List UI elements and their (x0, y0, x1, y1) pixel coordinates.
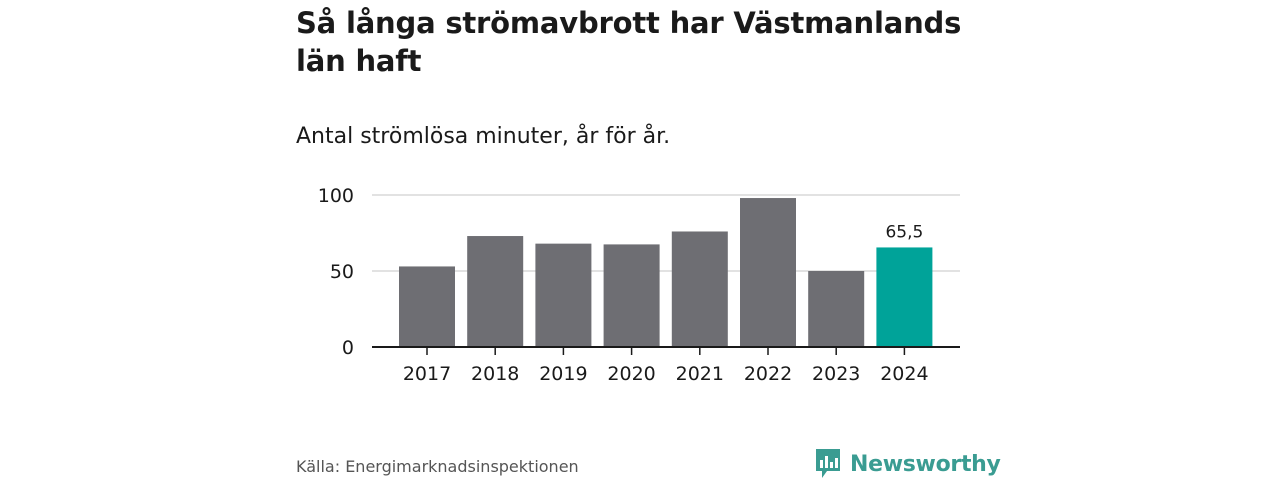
bar-2021 (671, 231, 728, 347)
bar-2019 (535, 243, 592, 347)
x-tick-label-2021: 2021 (676, 363, 724, 385)
bar-2022 (740, 198, 796, 347)
data-labels: 65,5 (885, 222, 923, 242)
x-tick-label-2023: 2023 (812, 363, 860, 385)
bar-2020 (603, 244, 660, 347)
x-tick-label-2024: 2024 (880, 363, 928, 385)
chart-subtitle: Antal strömlösa minuter, år för år. (296, 124, 671, 149)
chart-title: Så långa strömavbrott har Västmanlands l… (296, 6, 962, 78)
brand-name: Newsworthy (850, 451, 1001, 477)
brand-logo: Newsworthy (814, 447, 1001, 481)
gridlines (372, 194, 960, 272)
y-tick-label: 50 (330, 261, 354, 283)
bar-2024 (876, 247, 933, 347)
x-tick-label-2019: 2019 (539, 363, 587, 385)
x-axis-ticks: 2017 2018 2019 2020 2021 2022 2023 2024 (403, 347, 929, 385)
data-label-2024: 65,5 (885, 222, 923, 242)
y-tick-label: 100 (318, 185, 354, 207)
x-tick-label-2018: 2018 (471, 363, 519, 385)
x-tick-label-2020: 2020 (607, 363, 655, 385)
bar-2018 (467, 236, 524, 347)
y-axis-ticks: 0 50 100 (318, 185, 354, 359)
bar-2017 (399, 266, 455, 347)
source-note: Källa: Energimarknadsinspektionen (296, 457, 579, 476)
y-tick-label: 0 (342, 337, 354, 359)
bar-2023 (808, 271, 865, 347)
bar-chart-speech-bubble-icon (816, 449, 840, 478)
x-tick-label-2017: 2017 (403, 363, 451, 385)
x-tick-label-2022: 2022 (744, 363, 792, 385)
bars (399, 198, 933, 347)
